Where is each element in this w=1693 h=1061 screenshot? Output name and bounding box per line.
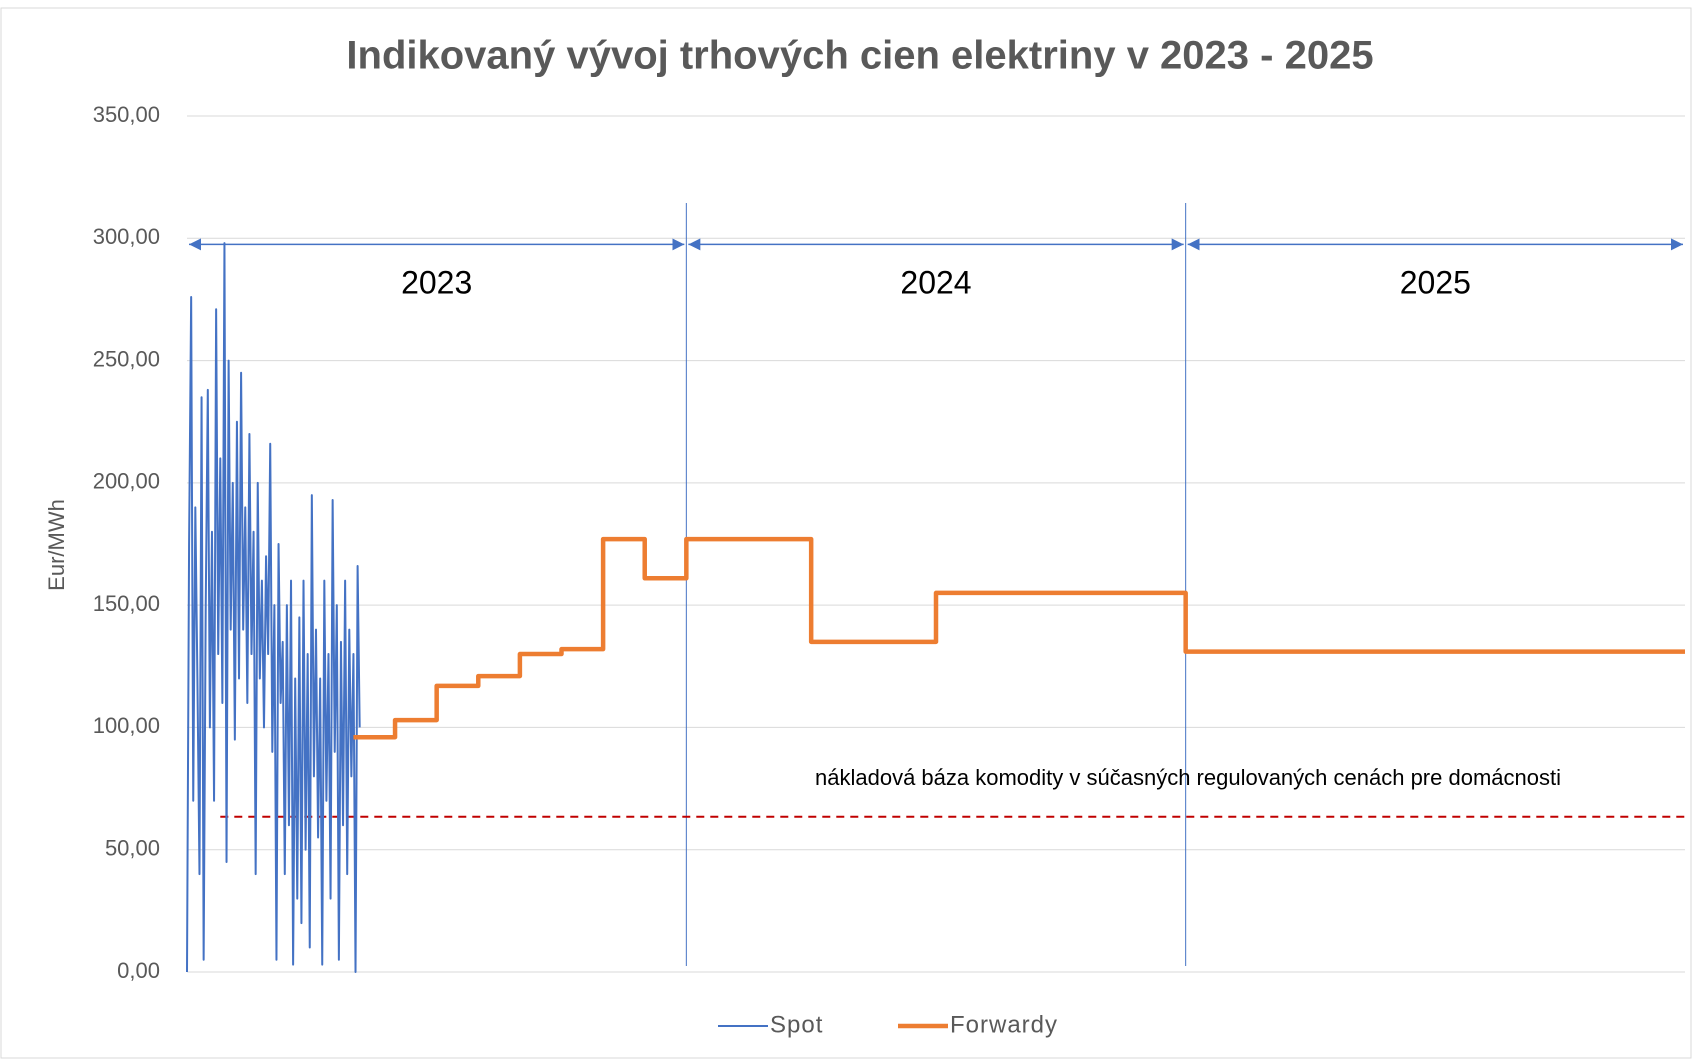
- y-tick-label: 0,00: [117, 958, 160, 983]
- series-line: [353, 536, 1685, 740]
- chart-border: [0, 7, 1692, 1059]
- y-tick-label: 200,00: [93, 469, 160, 494]
- period-label: 2023: [401, 264, 472, 300]
- y-tick-label: 300,00: [93, 224, 160, 249]
- y-tick-label: 50,00: [105, 836, 160, 861]
- period-label: 2024: [900, 264, 971, 300]
- y-axis-label: Eur/MWh: [44, 499, 69, 591]
- period-label: 2025: [1400, 264, 1471, 300]
- legend-label: Spot: [770, 1011, 823, 1038]
- chart-title: Indikovaný vývoj trhových cien elektriny…: [346, 34, 1373, 78]
- y-tick-label: 350,00: [93, 102, 160, 127]
- series-line: [186, 242, 361, 973]
- y-tick-label: 100,00: [93, 713, 160, 738]
- legend-label: Forwardy: [950, 1011, 1058, 1038]
- reference-label: nákladová báza komodity v súčasných regu…: [815, 765, 1561, 790]
- y-tick-label: 150,00: [93, 591, 160, 616]
- y-tick-label: 250,00: [93, 346, 160, 371]
